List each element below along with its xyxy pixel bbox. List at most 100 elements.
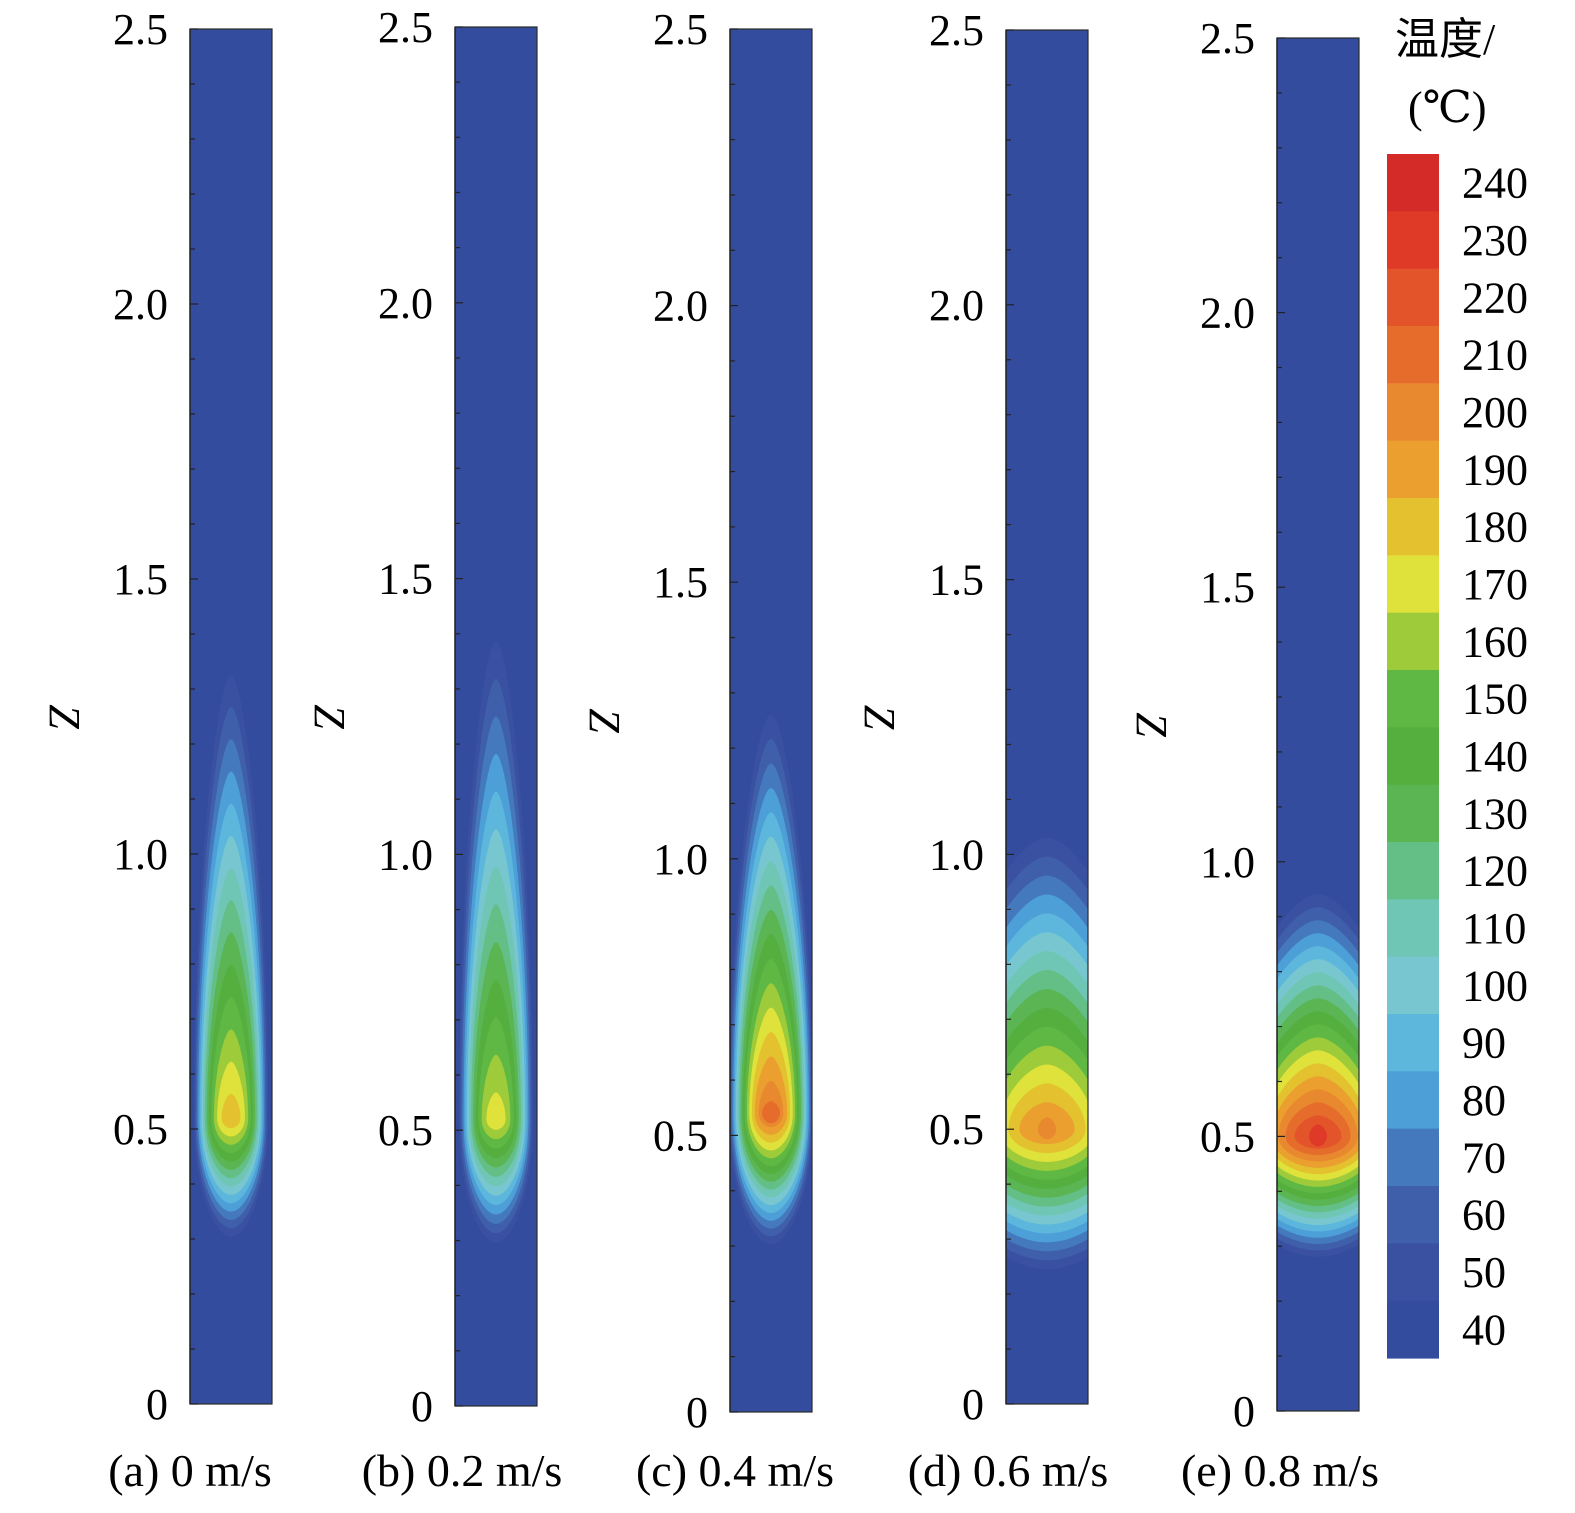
y-tick-label: 1.5 — [653, 558, 708, 607]
colorbar-tick-label: 130 — [1462, 789, 1528, 838]
colorbar-tick-label: 190 — [1462, 445, 1528, 494]
colorbar-swatch — [1387, 1128, 1439, 1187]
colorbar-tick-label: 60 — [1462, 1191, 1506, 1240]
colorbar-swatch — [1387, 899, 1439, 958]
colorbar-swatch — [1387, 498, 1439, 556]
colorbar-tick-label: 140 — [1462, 732, 1528, 781]
colorbar-tick-label: 110 — [1462, 904, 1526, 953]
contour-band — [1309, 1124, 1327, 1147]
y-tick-label: 2.0 — [378, 279, 433, 328]
colorbar-tick-label: 80 — [1462, 1076, 1506, 1125]
panel-label: (e) 0.8 m/s — [1181, 1445, 1379, 1496]
y-tick-label: 2.5 — [378, 3, 433, 52]
colorbar-swatch — [1387, 727, 1439, 786]
panel-b: 0 0.5 1.0 1.5 2.0 2.5 Z (b) 0.2 m/s — [305, 3, 562, 1496]
y-tick-label: 0.5 — [653, 1111, 708, 1160]
panel-label: (a) 0 m/s — [108, 1445, 272, 1496]
y-tick-label: 2.0 — [653, 282, 708, 331]
colorbar-tick-label: 50 — [1462, 1248, 1506, 1297]
y-tick-label: 2.0 — [929, 281, 984, 330]
panel-label: (c) 0.4 m/s — [636, 1445, 834, 1496]
contour-band — [1038, 1117, 1056, 1140]
colorbar-tick-label: 200 — [1462, 388, 1528, 437]
colorbar-swatch — [1387, 211, 1439, 270]
colorbar-tick-label: 240 — [1462, 159, 1528, 208]
y-tick-label: 2.5 — [1200, 14, 1255, 63]
panel-c: 0 0.5 1.0 1.5 2.0 2.5 Z (c) 0.4 m/s — [580, 5, 834, 1496]
y-tick-label: 1.0 — [113, 830, 168, 879]
colorbar-swatch — [1387, 842, 1439, 900]
y-tick-label: 1.0 — [378, 830, 433, 879]
y-tick-label: 1.0 — [929, 830, 984, 879]
y-tick-label: 0.5 — [378, 1106, 433, 1155]
colorbar-swatch — [1387, 440, 1439, 499]
z-axis-title: Z — [1127, 712, 1176, 737]
colorbar-swatch — [1387, 670, 1439, 728]
y-tick-label: 0.5 — [929, 1105, 984, 1154]
y-tick-label: 2.0 — [1200, 289, 1255, 338]
contour-field — [455, 27, 537, 1406]
colorbar-tick-label: 70 — [1462, 1133, 1506, 1182]
colorbar-tick-label: 150 — [1462, 675, 1528, 724]
contour-band — [762, 1101, 780, 1124]
colorbar-tick-label: 40 — [1462, 1305, 1506, 1354]
colorbar-title-line1: 温度/ — [1395, 15, 1496, 64]
panel-e: 0 0.5 1.0 1.5 2.0 2.5 Z (e) 0.8 m/s — [1127, 14, 1379, 1496]
colorbar-tick-label: 180 — [1462, 503, 1528, 552]
y-tick-label: 0 — [146, 1380, 168, 1429]
y-tick-label: 2.5 — [113, 5, 168, 54]
colorbar-title-line2: (℃) — [1408, 83, 1487, 132]
y-tick-label: 0 — [1233, 1387, 1255, 1436]
colorbar-tick-label: 170 — [1462, 560, 1528, 609]
colorbar-swatch — [1387, 612, 1439, 671]
colorbar-tick-label: 100 — [1462, 961, 1528, 1010]
colorbar-tick-label: 210 — [1462, 331, 1528, 380]
z-axis-title: Z — [305, 704, 354, 729]
colorbar-swatch — [1387, 1300, 1439, 1359]
z-axis-title: Z — [580, 708, 629, 733]
contour-field — [730, 29, 812, 1412]
y-tick-label: 1.5 — [929, 556, 984, 605]
panel-d: 0 0.5 1.0 1.5 2.0 2.5 Z (d) 0.6 m/s — [855, 6, 1109, 1496]
panel-label: (b) 0.2 m/s — [362, 1445, 563, 1496]
y-tick-label: 1.5 — [113, 555, 168, 604]
colorbar-swatch — [1387, 1243, 1439, 1302]
panel-a: 0 0.5 1.0 1.5 2.0 2.5 Z (a) 0 m/s — [40, 5, 273, 1496]
colorbar-tick-label: 90 — [1462, 1019, 1506, 1068]
colorbar-swatch — [1387, 1186, 1439, 1244]
y-tick-label: 0 — [686, 1388, 708, 1437]
y-tick-label: 2.0 — [113, 280, 168, 329]
contour-band — [221, 1093, 241, 1129]
contour-field — [1277, 38, 1359, 1411]
contour-field — [1006, 30, 1088, 1404]
contour-band — [486, 1092, 506, 1130]
y-tick-label: 0 — [962, 1380, 984, 1429]
z-axis-title: Z — [40, 704, 89, 729]
colorbar-swatch — [1387, 956, 1439, 1015]
y-tick-label: 2.5 — [653, 5, 708, 54]
colorbar-swatch — [1387, 555, 1439, 614]
colorbar-tick-label: 230 — [1462, 216, 1528, 265]
y-tick-label: 0.5 — [1200, 1112, 1255, 1161]
colorbar-swatch — [1387, 268, 1439, 327]
colorbar-tick-label: 220 — [1462, 273, 1528, 322]
y-tick-label: 1.5 — [1200, 563, 1255, 612]
colorbar-swatch — [1387, 326, 1439, 384]
colorbar-swatch — [1387, 1014, 1439, 1072]
y-tick-label: 1.0 — [1200, 838, 1255, 887]
y-tick-label: 0 — [411, 1382, 433, 1431]
colorbar-swatch — [1387, 1071, 1439, 1130]
colorbar: 温度/ (℃) 240 230 220 210 200 190 180 170 160 150 14… — [1387, 15, 1528, 1359]
colorbar-swatch — [1387, 383, 1439, 442]
y-tick-label: 2.5 — [929, 6, 984, 55]
colorbar-tick-label: 120 — [1462, 847, 1528, 896]
panel-label: (d) 0.6 m/s — [908, 1445, 1109, 1496]
y-tick-label: 1.5 — [378, 555, 433, 604]
colorbar-swatch — [1387, 154, 1439, 212]
z-axis-title: Z — [855, 705, 904, 730]
y-tick-label: 1.0 — [653, 835, 708, 884]
colorbar-swatch — [1387, 784, 1439, 843]
colorbar-tick-label: 160 — [1462, 617, 1528, 666]
contour-field — [190, 29, 272, 1404]
